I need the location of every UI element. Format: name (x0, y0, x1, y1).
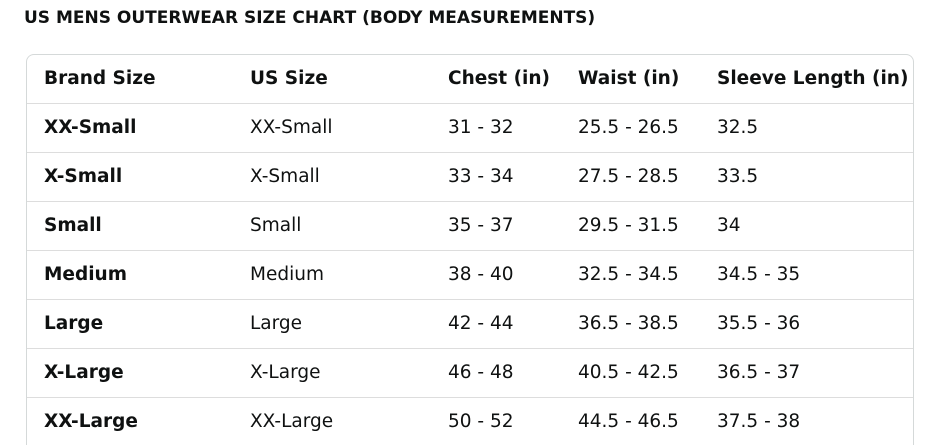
row-label: Small (44, 215, 102, 236)
table-cell: 27.5 - 28.5 (578, 166, 679, 187)
table-cell: Large (250, 313, 303, 334)
table-cell: X-Small (250, 166, 320, 187)
table-cell: 34 (717, 215, 741, 236)
table-cell: 33 - 34 (448, 166, 514, 187)
table-cell: 35 - 37 (448, 215, 514, 236)
table-cell: 25.5 - 26.5 (578, 117, 679, 138)
table-cell: 31 - 32 (448, 117, 514, 138)
row-label: Large (44, 313, 104, 334)
header-cell: Sleeve Length (in) (717, 68, 909, 89)
table-cell: 36.5 - 38.5 (578, 313, 679, 334)
table-cell: 29.5 - 31.5 (578, 215, 679, 236)
header-cell: US Size (250, 68, 328, 89)
header-cell: Brand Size (44, 68, 156, 89)
chart-title: US MENS OUTERWEAR SIZE CHART (BODY MEASU… (24, 8, 596, 28)
row-label: X-Large (44, 362, 124, 383)
table-cell: 32.5 - 34.5 (578, 264, 679, 285)
row-divider (27, 152, 913, 153)
row-label: XX-Small (44, 117, 137, 138)
table-cell: X-Large (250, 362, 321, 383)
row-label: Medium (44, 264, 127, 285)
row-divider (27, 250, 913, 251)
header-cell: Chest (in) (448, 68, 551, 89)
table-cell: 46 - 48 (448, 362, 514, 383)
header-cell: Waist (in) (578, 68, 680, 89)
row-divider (27, 299, 913, 300)
row-divider (27, 103, 913, 104)
table-cell: 36.5 - 37 (717, 362, 801, 383)
table-cell: 40.5 - 42.5 (578, 362, 679, 383)
table-cell: Small (250, 215, 302, 236)
size-table: Brand Size US Size Chest (in) Waist (in) Sle… (26, 54, 914, 445)
row-divider (27, 397, 913, 398)
row-divider (27, 201, 913, 202)
table-cell: 33.5 (717, 166, 759, 187)
table-cell: 32.5 (717, 117, 759, 138)
row-label: X-Small (44, 166, 123, 187)
table-cell: 34.5 - 35 (717, 264, 801, 285)
table-cell: 35.5 - 36 (717, 313, 801, 334)
table-cell: 42 - 44 (448, 313, 514, 334)
table-cell: 50 - 52 (448, 411, 514, 432)
table-cell: 44.5 - 46.5 (578, 411, 679, 432)
table-cell: XX-Large (250, 411, 334, 432)
table-cell: XX-Small (250, 117, 333, 138)
table-cell: 37.5 - 38 (717, 411, 801, 432)
table-cell: Medium (250, 264, 324, 285)
table-cell: 38 - 40 (448, 264, 514, 285)
row-divider (27, 348, 913, 349)
row-label: XX-Large (44, 411, 138, 432)
